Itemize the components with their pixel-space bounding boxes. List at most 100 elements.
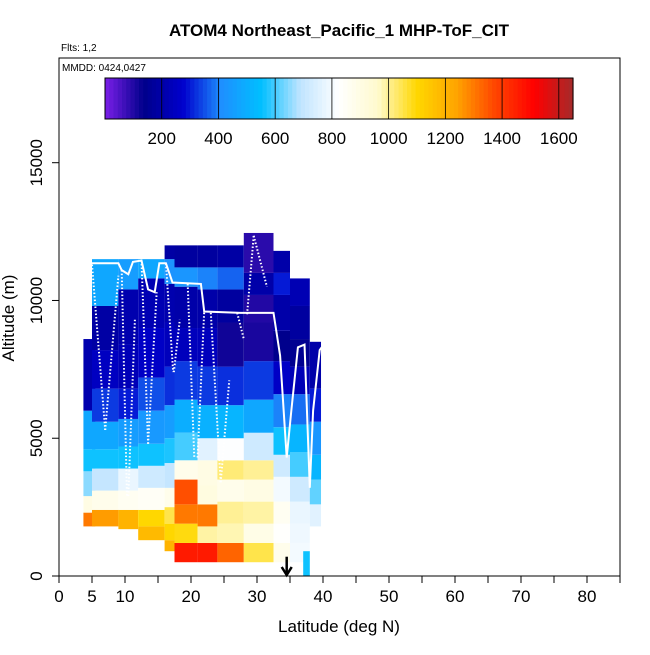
colorbar-tick-label: 600	[261, 129, 289, 148]
heatmap-cell	[92, 388, 119, 422]
heatmap-cell	[83, 410, 96, 450]
colorbar-swatch	[241, 78, 246, 119]
colorbar-swatch	[534, 78, 540, 119]
colorbar-swatch	[245, 78, 251, 119]
colorbar-tick-label: 1400	[483, 129, 521, 148]
heatmap-cell	[303, 551, 310, 576]
heatmap-cell	[83, 512, 96, 527]
colorbar-swatch	[475, 78, 480, 119]
heatmap-cell	[197, 485, 218, 505]
colorbar-swatch	[479, 78, 485, 119]
x-tick-label: 0	[54, 587, 63, 606]
colorbar-swatch	[509, 78, 515, 119]
heatmap-cell	[118, 509, 139, 530]
colorbar-swatch	[283, 78, 289, 119]
colorbar-swatch	[113, 78, 119, 119]
colorbar-swatch	[568, 78, 574, 119]
colorbar-swatch	[483, 78, 489, 119]
y-axis-label: Altitude (m)	[0, 275, 18, 362]
heatmap-cell	[83, 496, 96, 513]
colorbar-swatch	[139, 78, 144, 119]
colorbar-swatch	[526, 78, 532, 119]
heatmap-cell	[309, 454, 322, 480]
colorbar-swatch	[287, 78, 293, 119]
flight-profile-line	[246, 235, 255, 315]
x-tick-label: 5	[87, 587, 96, 606]
heatmap-cell	[290, 278, 310, 306]
colorbar-swatch	[211, 78, 217, 119]
colorbar-swatch	[343, 78, 349, 119]
y-tick-label: 5000	[27, 419, 46, 457]
heatmap-cell	[217, 322, 244, 367]
colorbar-swatch	[151, 78, 157, 119]
colorbar-swatch	[368, 78, 374, 119]
colorbar-swatch	[313, 78, 319, 119]
colorbar-swatch	[428, 78, 434, 119]
colorbar-swatch	[190, 78, 195, 119]
heatmap-cell	[197, 245, 218, 268]
colorbar-swatch	[424, 78, 429, 119]
heatmap-cell	[164, 463, 175, 488]
heatmap-cell	[243, 460, 274, 480]
colorbar-swatch	[470, 78, 476, 119]
heatmap-cell	[273, 454, 290, 477]
heatmap-cell	[174, 479, 198, 505]
heatmap-cell	[197, 542, 218, 563]
x-tick-label: 80	[578, 587, 597, 606]
heatmap-cell	[243, 542, 274, 563]
dates-label: MMDD: 0424,0427	[62, 63, 146, 74]
heatmap-cell	[138, 443, 165, 466]
colorbar-swatch	[330, 78, 336, 119]
colorbar-swatch	[521, 78, 527, 119]
colorbar-swatch	[194, 78, 200, 119]
colorbar-swatch	[517, 78, 523, 119]
heatmap-cell	[243, 272, 274, 295]
flight-profile-line	[104, 275, 120, 431]
colorbar-tick-label: 200	[148, 129, 176, 148]
colorbar-swatch	[143, 78, 149, 119]
colorbar-swatch	[373, 78, 378, 119]
chart-title: ATOM4 Northeast_Pacific_1 MHP-ToF_CIT	[169, 21, 510, 40]
heatmap-cell	[164, 245, 175, 260]
y-tick-label: 0	[27, 571, 46, 580]
colorbar-swatch	[275, 78, 281, 119]
heatmap-cell	[217, 501, 244, 524]
colorbar-swatch	[122, 78, 127, 119]
heatmap-cell	[217, 523, 244, 543]
colorbar-swatch	[198, 78, 204, 119]
heatmap-cell	[138, 509, 165, 527]
colorbar-swatch	[253, 78, 259, 119]
colorbar-swatch	[436, 78, 442, 119]
heatmap-cell	[217, 245, 244, 268]
colorbar-swatch	[458, 78, 463, 119]
colorbar-swatch	[411, 78, 417, 119]
x-axis-label: Latitude (deg N)	[278, 617, 400, 636]
heatmap-cell	[273, 294, 290, 331]
flight-profile-line	[209, 312, 222, 483]
colorbar-tick-label: 1000	[370, 129, 408, 148]
colorbar-swatch	[300, 78, 306, 119]
colorbar-swatch	[215, 78, 221, 119]
heatmap-cell	[83, 339, 96, 411]
colorbar-swatch	[181, 78, 187, 119]
flight-profile-line	[219, 380, 231, 483]
heatmap-cell	[273, 250, 290, 273]
heatmap-cell	[197, 289, 218, 329]
colorbar-swatch	[173, 78, 178, 119]
flight-track-layer	[92, 259, 323, 488]
colorbar-swatch	[134, 78, 140, 119]
heatmap-cell	[92, 490, 119, 510]
colorbar-swatch	[207, 78, 212, 119]
colorbar-swatch	[513, 78, 519, 119]
colorbar-swatch	[258, 78, 264, 119]
colorbar-swatch	[445, 78, 451, 119]
heatmap-cell	[290, 501, 310, 524]
heatmap-cell	[174, 361, 198, 400]
x-tick-label: 20	[182, 587, 201, 606]
flights-label: Flts: 1,2	[61, 43, 97, 54]
heatmap-cell	[273, 476, 290, 502]
flight-track-line	[92, 259, 323, 488]
colorbar-swatch	[441, 78, 446, 119]
colorbar-swatch	[547, 78, 553, 119]
